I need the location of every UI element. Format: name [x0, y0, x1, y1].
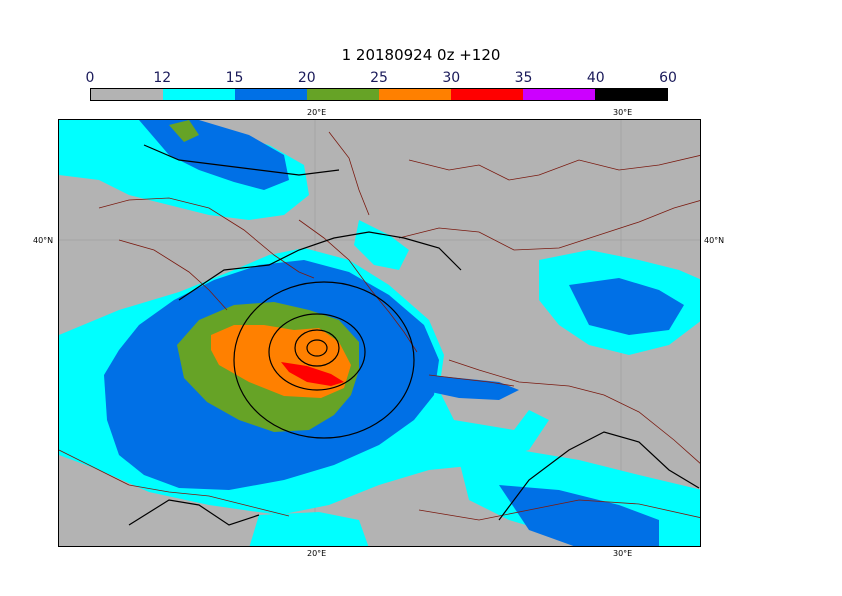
axis-right-40n: 40°N [704, 236, 725, 245]
map-panel [58, 119, 701, 547]
pressure-contours [128, 144, 700, 526]
contour-north-adriatic [143, 144, 340, 176]
contour-east [498, 431, 700, 521]
axis-top-20e: 20°E [307, 108, 327, 117]
colorbar-label-60: 60 [659, 70, 677, 86]
contour-ring-1 [294, 329, 340, 367]
colorbar-label-0: 0 [85, 70, 95, 86]
contour-center [306, 339, 328, 357]
wind-band-30-35 [281, 362, 344, 386]
colorbar-label-12: 12 [153, 70, 172, 86]
colorbar-label-40: 40 [586, 70, 605, 86]
contour-southwest [128, 499, 260, 526]
axis-bottom-20e: 20°E [307, 549, 327, 558]
colorbar-seg-30-35 [451, 89, 523, 100]
colorbar-seg-15-20 [235, 89, 307, 100]
colorbar-seg-0-12 [91, 89, 163, 100]
colorbar-seg-35-40 [523, 89, 595, 100]
contour-ring-2 [268, 313, 366, 391]
colorbar-label-30: 30 [442, 70, 461, 86]
colorbar-label-20: 20 [297, 70, 316, 86]
coastlines [59, 131, 700, 521]
axis-top-30e: 30°E [613, 108, 633, 117]
axis-left-40n: 40°N [33, 236, 54, 245]
colorbar-label-35: 35 [514, 70, 533, 86]
map-svg [59, 120, 700, 546]
axis-bottom-30e: 30°E [613, 549, 633, 558]
colorbar-label-25: 25 [370, 70, 388, 86]
colorbar-seg-12-15 [163, 89, 235, 100]
colorbar-labels: 0 12 15 20 25 30 35 40 60 [86, 70, 677, 88]
colorbar-seg-40-60 [595, 89, 667, 100]
chart-title: 1 20180924 0z +120 [341, 46, 501, 64]
contour-outer-north [178, 231, 462, 301]
contour-ring-3 [233, 281, 415, 439]
colorbar [90, 88, 668, 101]
colorbar-seg-20-25 [307, 89, 379, 100]
colorbar-label-15: 15 [225, 70, 244, 86]
colorbar-seg-25-30 [379, 89, 451, 100]
